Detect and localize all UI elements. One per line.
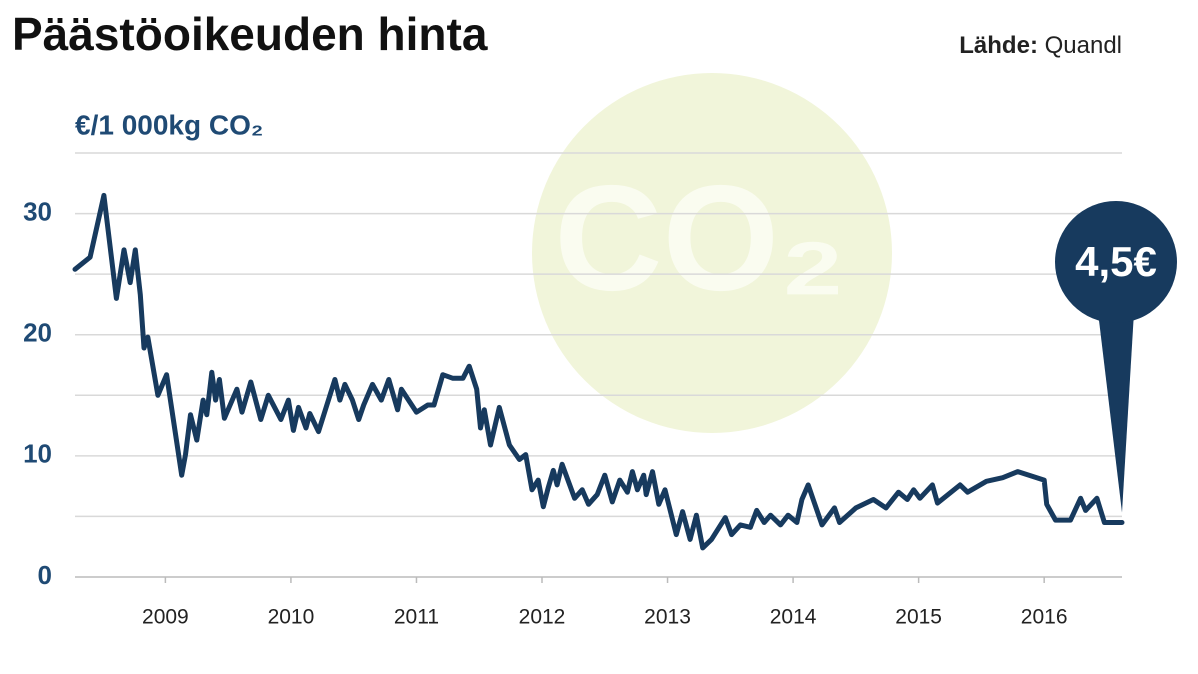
y-tick-label: 10: [23, 439, 52, 469]
y-axis-label: €/1 000kg CO₂: [75, 109, 263, 140]
line: [72, 192, 1125, 551]
y-tick-label: 0: [38, 560, 52, 590]
x-tick-label: 2014: [770, 606, 817, 629]
source-name: Quandl: [1045, 32, 1122, 59]
x-tick-label: 2012: [519, 606, 566, 629]
x-tick-label: 2015: [895, 606, 942, 629]
watermark-circle: [532, 73, 892, 433]
x-tick-label: 2009: [142, 606, 189, 629]
x-tick-label: 2013: [644, 606, 691, 629]
source: Lähde: Quandl: [959, 32, 1122, 59]
x-tick-label: 2016: [1021, 606, 1068, 629]
annotation: 4,5€: [1075, 238, 1157, 285]
x-tick-label: 2011: [394, 606, 439, 629]
chart-title: Päästöoikeuden hinta: [12, 8, 488, 60]
grid: [75, 152, 1122, 583]
y-tick-label: 20: [23, 318, 52, 348]
y-tick-label: 30: [23, 196, 52, 226]
source-label: Lähde:: [959, 32, 1038, 59]
plot: [72, 192, 1125, 551]
watermark: CO₂: [554, 154, 846, 322]
callout-circle: [1055, 201, 1177, 323]
x-tick-label: 2010: [268, 606, 315, 629]
callout-pin: [1098, 312, 1134, 513]
